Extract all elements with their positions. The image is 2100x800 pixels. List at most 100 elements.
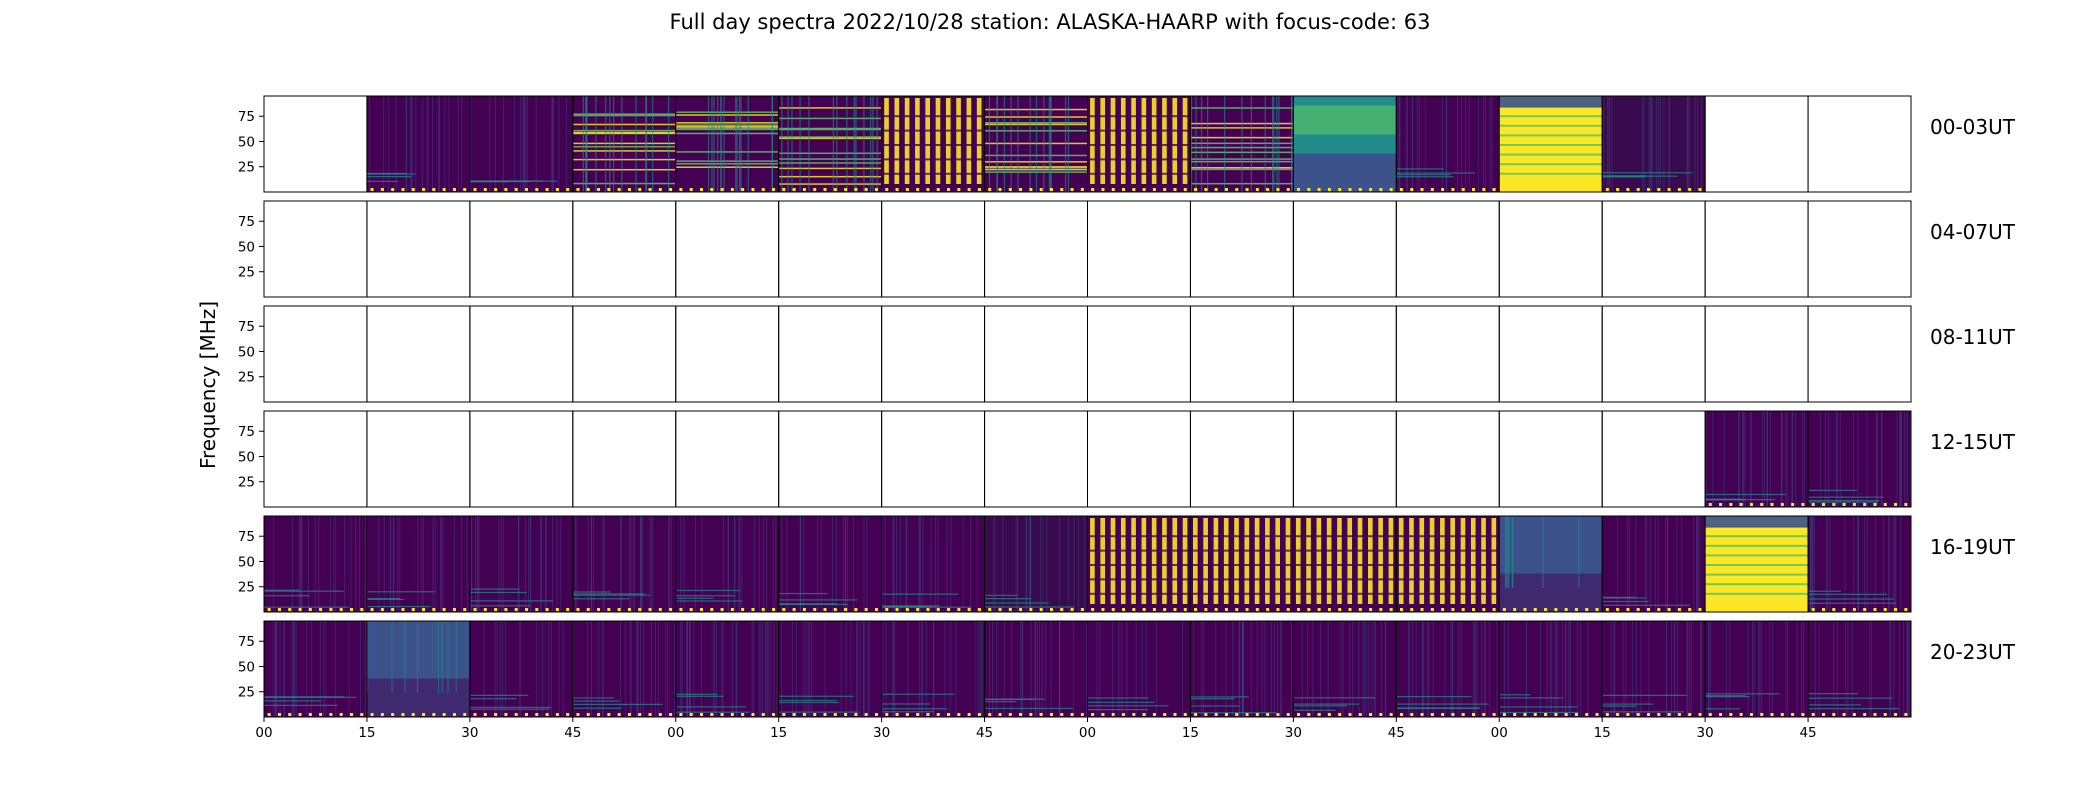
noise-stripe — [655, 621, 656, 717]
band-column — [1337, 518, 1342, 604]
marker-dot — [1255, 713, 1259, 716]
noise-stripe — [650, 516, 652, 612]
noise-stripe — [333, 516, 335, 612]
marker-dot — [1852, 713, 1856, 716]
noise-band — [881, 708, 948, 710]
noise-band — [1602, 597, 1647, 599]
marker-dot — [1708, 713, 1712, 716]
noise-stripe — [1908, 621, 1910, 717]
noise-stripe — [1893, 516, 1894, 612]
noise-stripe — [640, 516, 642, 612]
marker-dot — [349, 608, 353, 611]
noise-band — [572, 700, 620, 702]
marker-dot — [1461, 713, 1465, 716]
noise-stripe — [536, 621, 538, 717]
noise-stripe — [885, 621, 887, 717]
noise-stripe — [896, 516, 897, 612]
noise-band — [366, 591, 435, 593]
marker-dot — [1317, 608, 1321, 611]
noise-band — [366, 598, 400, 600]
panel-frame — [1087, 305, 1191, 403]
marker-dot — [1327, 188, 1331, 191]
marker-dot — [1080, 188, 1084, 191]
noise-stripe — [393, 516, 394, 612]
marker-dot — [545, 713, 549, 716]
marker-dot — [1492, 188, 1496, 191]
marker-dot — [1513, 608, 1517, 611]
noise-stripe — [299, 516, 301, 612]
band-column — [1388, 518, 1394, 604]
noise-stripe — [335, 621, 337, 717]
marker-dot — [1235, 188, 1239, 191]
noise-band — [778, 592, 828, 595]
marker-dot — [432, 608, 436, 611]
noise-stripe — [950, 516, 952, 612]
noise-stripe — [922, 621, 923, 717]
yellow-line — [1499, 163, 1603, 166]
noise-stripe — [415, 96, 417, 192]
noise-stripe — [807, 621, 809, 717]
marker-dot — [874, 608, 878, 611]
noise-stripe — [383, 96, 385, 192]
noise-band — [1396, 176, 1454, 178]
noise-stripe — [1374, 621, 1376, 717]
marker-dot — [1605, 713, 1609, 716]
signal-line — [675, 132, 779, 135]
marker-dot — [1595, 713, 1599, 716]
marker-dot — [401, 713, 405, 716]
noise-band — [1602, 604, 1690, 606]
marker-dot — [1049, 188, 1053, 191]
noise-band — [469, 605, 531, 607]
band-column — [1234, 518, 1239, 604]
band-column — [945, 98, 951, 184]
noise-band — [366, 180, 399, 183]
noise-stripe — [1874, 516, 1876, 612]
noise-stripe — [1384, 621, 1386, 717]
noise-stripe — [1381, 621, 1382, 717]
noise-stripe — [762, 621, 763, 717]
noise-stripe — [863, 621, 865, 717]
noise-stripe — [470, 96, 472, 192]
marker-dot — [1070, 608, 1074, 611]
signal-stripe — [1035, 96, 1038, 192]
band-column — [1203, 518, 1208, 604]
noise-band — [1602, 705, 1637, 707]
marker-dot — [1101, 608, 1105, 611]
noise-stripe — [399, 516, 401, 612]
marker-dot — [1379, 713, 1383, 716]
noise-stripe — [649, 516, 651, 612]
teal-stripe — [416, 621, 418, 693]
marker-dot — [720, 188, 724, 191]
marker-dot — [1791, 608, 1795, 611]
spectrum-panel — [881, 516, 985, 612]
row-time-label: 00-03UT — [1930, 115, 2016, 139]
marker-dot — [401, 188, 405, 191]
noise-stripe — [1691, 621, 1692, 717]
marker-dot — [761, 608, 765, 611]
marker-dot — [329, 608, 333, 611]
noise-band — [1602, 175, 1678, 177]
noise-stripe — [442, 516, 444, 612]
row-time-label: 16-19UT — [1930, 535, 2016, 559]
noise-stripe — [1699, 621, 1701, 717]
marker-dot — [658, 608, 662, 611]
marker-dot — [1801, 608, 1805, 611]
panel-frame — [572, 305, 677, 403]
marker-dot — [1636, 188, 1640, 191]
marker-dot — [504, 608, 508, 611]
marker-dot — [1266, 713, 1270, 716]
spectrum-panel — [1396, 621, 1500, 717]
signal-stripe — [1190, 96, 1193, 192]
noise-stripe — [1839, 411, 1841, 507]
marker-dot — [494, 608, 498, 611]
marker-dot — [391, 713, 395, 716]
marker-dot — [679, 188, 683, 191]
marker-dot — [1791, 503, 1795, 506]
noise-stripe — [1327, 621, 1329, 717]
noise-band — [984, 701, 1017, 703]
marker-dot — [432, 188, 436, 191]
noise-stripe — [1687, 96, 1689, 192]
noise-band — [1396, 696, 1472, 698]
noise-stripe — [1358, 621, 1360, 717]
